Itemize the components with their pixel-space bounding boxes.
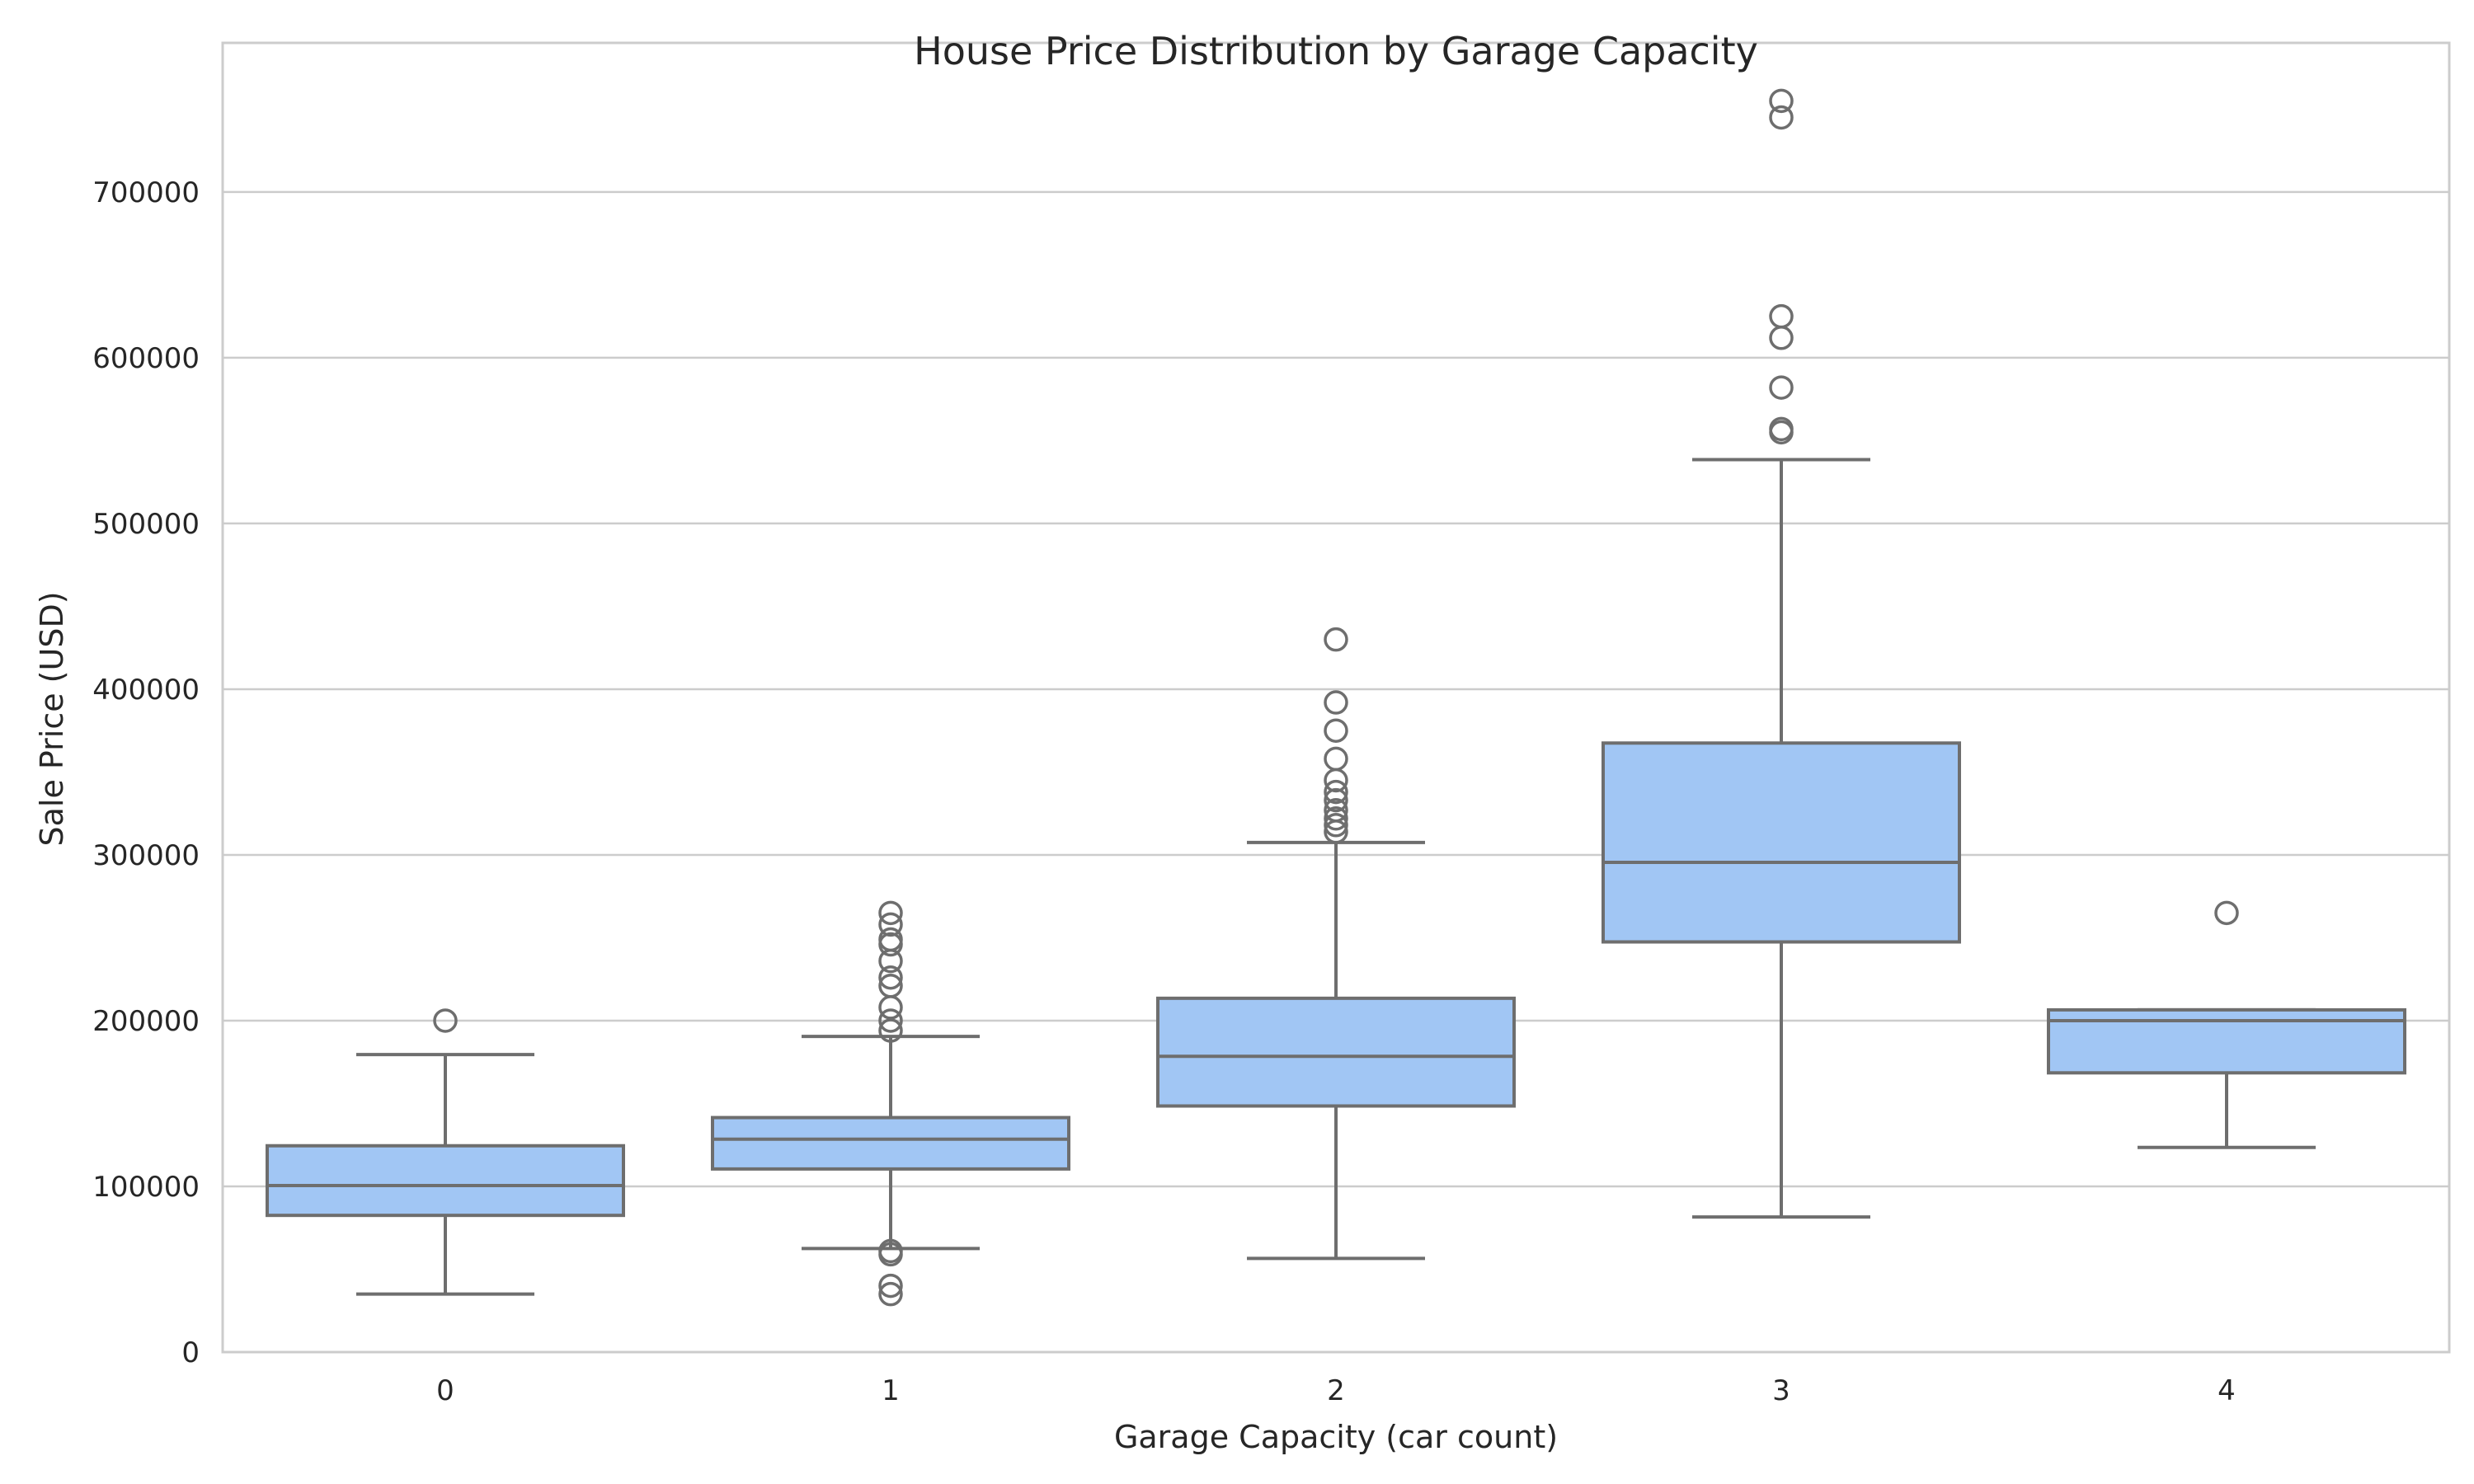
box-group-1	[711, 900, 1070, 1307]
y-tick-label: 300000	[92, 839, 200, 872]
x-tick-label: 0	[436, 1374, 454, 1407]
iqr-box	[1156, 996, 1516, 1108]
outlier-point	[1324, 746, 1348, 772]
x-axis-title: Garage Capacity (car count)	[1114, 1419, 1558, 1455]
y-tick-label: 100000	[92, 1171, 200, 1204]
box-group-3	[1602, 88, 1961, 1219]
outlier-point	[2214, 900, 2239, 926]
outlier-point	[1324, 813, 1348, 838]
outlier-point	[1324, 787, 1348, 813]
box-group-4	[2047, 900, 2406, 1149]
outlier-point	[878, 965, 903, 990]
outlier-point	[878, 1018, 903, 1043]
iqr-box	[266, 1144, 625, 1218]
outlier-point	[878, 900, 903, 926]
y-tick-label: 400000	[92, 674, 200, 707]
y-tick-label: 600000	[92, 342, 200, 375]
outlier-point	[878, 927, 903, 952]
outlier-point	[1324, 779, 1348, 805]
outlier-point	[1769, 88, 1794, 114]
outlier-point	[1324, 805, 1348, 831]
boxes-layer	[266, 88, 2406, 1307]
y-tick-label: 700000	[92, 176, 200, 209]
y-tick-label: 0	[181, 1336, 200, 1369]
chart-title: House Price Distribution by Garage Capac…	[914, 29, 1758, 73]
outlier-point	[1769, 375, 1794, 400]
box-group-0	[266, 1008, 625, 1296]
axes-frame	[221, 41, 2451, 1354]
x-tick-label: 1	[882, 1374, 900, 1407]
outlier-point	[1324, 819, 1348, 844]
y-axis-title: Sale Price (USD)	[34, 591, 70, 846]
outlier-point	[433, 1008, 458, 1033]
y-tick-label: 200000	[92, 1005, 200, 1038]
outlier-point	[878, 932, 903, 957]
plot-frame	[221, 41, 2451, 1354]
tick-labels-layer: 0 100000 200000 300000 400000 500000 600000 700…	[92, 176, 2236, 1407]
box-group-2	[1156, 627, 1516, 1261]
y-tick-label: 500000	[92, 508, 200, 541]
outlier-point	[878, 1008, 903, 1033]
outlier-point	[878, 1273, 903, 1298]
outlier-point	[1324, 690, 1348, 715]
outlier-point	[878, 1281, 903, 1307]
x-tick-label: 4	[2218, 1374, 2236, 1407]
outlier-point	[1324, 718, 1348, 743]
outlier-point	[1324, 627, 1348, 652]
iqr-box	[1602, 741, 1961, 944]
outlier-point	[1324, 768, 1348, 793]
outlier-point	[878, 995, 903, 1020]
iqr-box	[711, 1115, 1070, 1171]
outlier-point	[1769, 326, 1794, 350]
outlier-point	[1769, 303, 1794, 329]
outlier-point	[1769, 105, 1794, 130]
x-tick-label: 3	[1772, 1374, 1790, 1407]
x-tick-label: 2	[1327, 1374, 1345, 1407]
outlier-point	[878, 948, 903, 974]
outlier-point	[878, 1242, 903, 1267]
outlier-point	[1769, 420, 1794, 445]
outlier-point	[878, 912, 903, 937]
